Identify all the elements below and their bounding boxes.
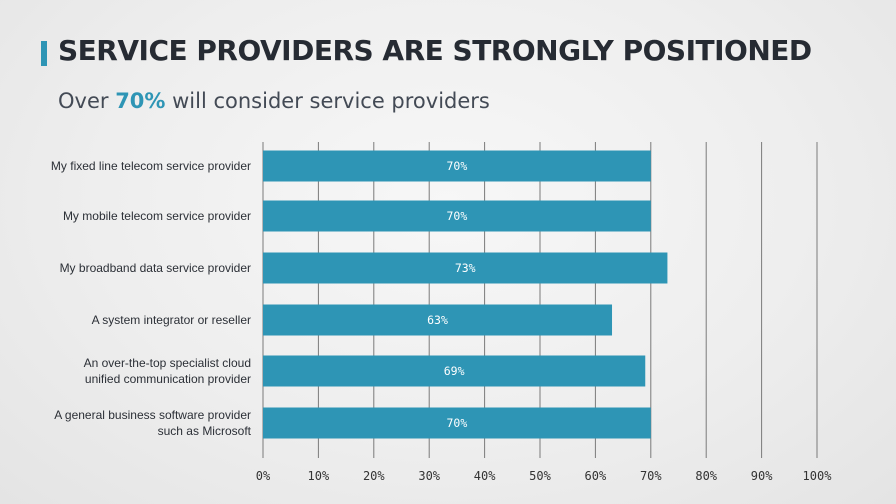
slide-title: SERVICE PROVIDERS ARE STRONGLY POSITIONE… — [58, 34, 812, 67]
bars — [263, 150, 668, 439]
x-axis-tick-labels: 0% 10% 20% 30% 40% 50% 60% 70% 80% 90% 100% — [256, 469, 832, 483]
bar — [263, 150, 651, 182]
bar-value-label: 69% — [444, 364, 465, 378]
bar-value-label: 63% — [427, 313, 448, 327]
category-label: My fixed line telecom service provider — [51, 159, 251, 173]
subtitle-suffix: will consider service providers — [165, 89, 490, 113]
bar-value-label: 73% — [455, 261, 476, 275]
tick-label: 0% — [256, 469, 271, 483]
tick-label: 50% — [529, 469, 551, 483]
category-label: such as Microsoft — [158, 424, 252, 438]
tick-label: 90% — [751, 469, 773, 483]
category-labels: My fixed line telecom service provider My… — [51, 159, 252, 438]
bar-value-label: 70% — [447, 209, 468, 223]
tick-label: 30% — [418, 469, 440, 483]
tick-label: 40% — [474, 469, 496, 483]
bar-value-labels: 70% 70% 73% 63% 69% 70% — [427, 159, 476, 430]
category-label: My mobile telecom service provider — [63, 209, 251, 223]
bar-value-label: 70% — [447, 416, 468, 430]
bar-value-label: 70% — [447, 159, 468, 173]
tick-label: 80% — [695, 469, 717, 483]
category-label: An over-the-top specialist cloud — [84, 356, 251, 370]
category-label: unified communication provider — [85, 372, 251, 386]
tick-label: 60% — [585, 469, 607, 483]
title-accent-bar — [41, 41, 47, 66]
subtitle-highlight: 70% — [115, 89, 166, 113]
tick-label: 100% — [803, 469, 833, 483]
bar — [263, 200, 651, 232]
bar — [263, 304, 613, 336]
tick-label: 10% — [308, 469, 330, 483]
subtitle-prefix: Over — [58, 89, 116, 113]
slide-subtitle: Over 70% will consider service providers — [58, 89, 490, 113]
tick-label: 70% — [640, 469, 662, 483]
category-label: My broadband data service provider — [60, 261, 251, 275]
gridlines — [262, 142, 818, 458]
bar — [263, 407, 651, 439]
bar — [263, 355, 646, 387]
tick-label: 20% — [363, 469, 385, 483]
bar — [263, 252, 668, 284]
category-label: A system integrator or reseller — [92, 313, 251, 327]
category-label: A general business software provider — [54, 408, 251, 422]
